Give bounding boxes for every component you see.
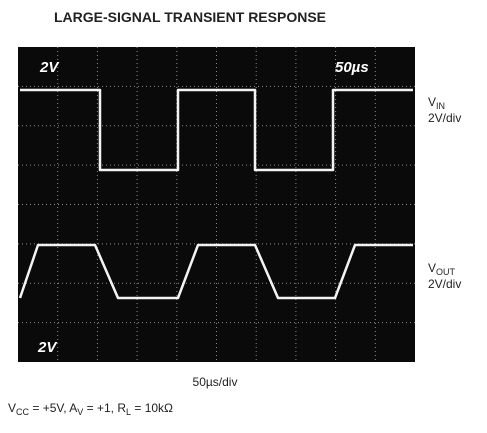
time-scale: 50µs/div xyxy=(193,375,238,389)
scope-screen xyxy=(18,47,415,362)
title: LARGE-SIGNAL TRANSIENT RESPONSE xyxy=(54,9,326,25)
page: LARGE-SIGNAL TRANSIENT RESPONSE 2V 50µs … xyxy=(0,0,487,433)
channel-name: VOUT xyxy=(428,261,456,277)
screen-label: 2V xyxy=(37,339,58,356)
channel-name: VIN xyxy=(428,95,445,111)
screen-label: 50µs xyxy=(335,59,369,76)
screen-label: 2V xyxy=(39,59,60,76)
channel-scale: 2V/div xyxy=(428,111,461,125)
channel-scale: 2V/div xyxy=(428,277,461,291)
conditions: VCC = +5V, AV = +1, RL = 10kΩ xyxy=(8,401,173,417)
